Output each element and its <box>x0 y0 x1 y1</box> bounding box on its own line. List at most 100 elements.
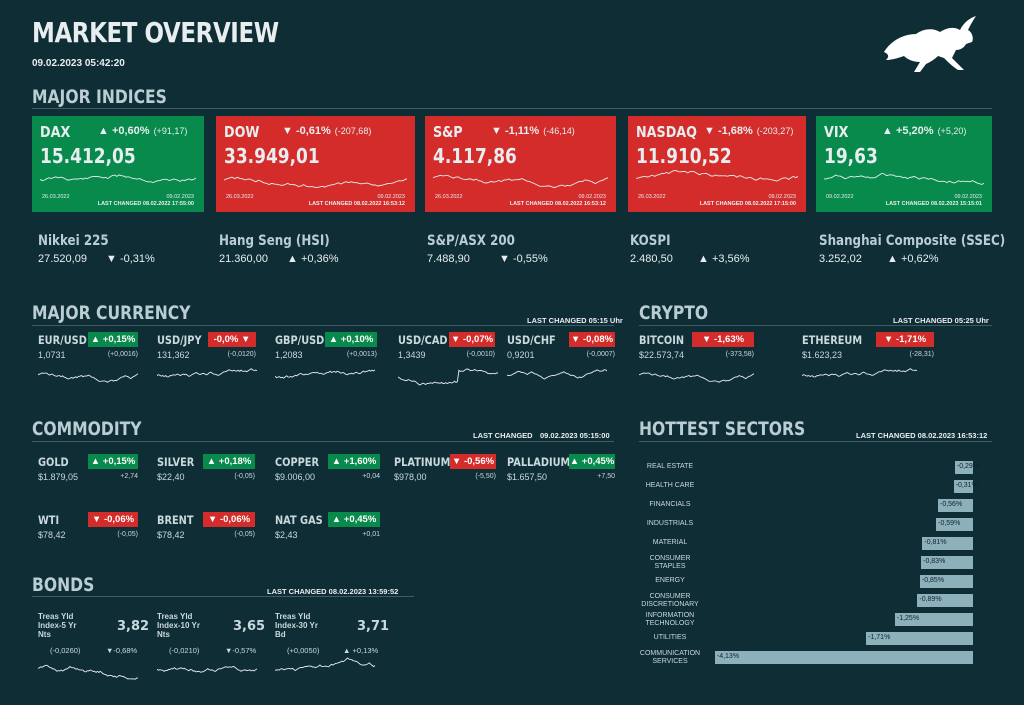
index-card-dax[interactable]: DAX ▲ +0,60% (+91,17) 15.412,05 26.03.2022 09… <box>32 116 204 212</box>
commodity-change-abs: +2,74 <box>120 473 138 480</box>
sparkline <box>157 666 257 673</box>
asian-index-name: Shanghai Composite (SSEC) <box>819 233 1006 249</box>
section-title-crypto: CRYPTO <box>639 302 709 324</box>
sparkline <box>224 176 407 189</box>
currency-change-badge: ▲ +0,10% <box>325 332 377 347</box>
commodity-value: $2,43 <box>275 530 298 540</box>
sector-value-label: -4,13% <box>716 653 740 660</box>
bond-value: 3,71 <box>357 619 390 634</box>
commodity-value: $1.879,05 <box>38 472 79 482</box>
sparkline <box>802 368 917 378</box>
commodity-change-badge: ▲ +0,18% <box>203 454 255 469</box>
sparkline <box>636 170 798 182</box>
bonds-last-changed: LAST CHANGED 08.02.2023 13:59:52 <box>267 587 399 596</box>
asian-index-value: 21.360,00 <box>219 253 268 265</box>
asian-index-value: 7.488,90 <box>427 253 470 265</box>
sector-label-line1: HEALTH CARE <box>645 482 695 489</box>
index-change-abs: (+5,20) <box>937 126 967 136</box>
sector-label: REAL ESTATE <box>610 463 730 471</box>
sector-label-line1: INFORMATION <box>645 612 695 619</box>
crypto-last-changed: LAST CHANGED 05:25 Uhr <box>893 316 989 325</box>
index-last-changed: LAST CHANGED 08.02.2022 17:15:00 <box>699 201 796 207</box>
sector-label: MATERIAL <box>610 539 730 547</box>
commodity-change-abs: (-0,05) <box>117 531 138 538</box>
index-last-changed: LAST CHANGED 08.02.2023 15:15:01 <box>885 201 982 207</box>
index-change: ▲ +0,60% (+91,17) <box>98 125 187 137</box>
currency-last-changed: LAST CHANGED 05:15 Uhr <box>527 316 623 325</box>
asian-index-change: ▲ +3,56% <box>698 253 750 265</box>
index-last-changed: LAST CHANGED 08.02.2022 17:55:00 <box>97 201 194 207</box>
sector-label-line1: INDUSTRIALS <box>646 520 694 527</box>
index-card-vix[interactable]: VIX ▲ +5,20% (+5,20) 19,63 09.02.2022 09.02.2… <box>816 116 992 212</box>
index-card-dow[interactable]: DOW ▼ -0,61% (-207,68) 33.949,01 26.03.2022 0… <box>216 116 415 212</box>
page-title: MARKET OVERVIEW <box>32 16 279 49</box>
bond-name-line2: Index-10 Yr <box>157 621 200 630</box>
bond-name-line2: Index-5 Yr <box>38 621 77 630</box>
sparkline <box>275 657 375 672</box>
commodity-change-abs: +0,01 <box>362 531 380 538</box>
currency-change-badge: ▼ -0,07% <box>449 332 495 347</box>
commodity-value: $78,42 <box>38 530 66 540</box>
bull-logo-icon <box>884 16 976 72</box>
sparkline <box>398 368 498 386</box>
index-value: 15.412,05 <box>40 144 136 168</box>
bond-change-pct: ▼-0,68% <box>106 646 138 655</box>
currency-value: 1,3439 <box>398 350 426 360</box>
sector-label: CONSUMER DISCRETIONARY <box>610 593 730 609</box>
currency-change-abs: (-0,0007) <box>586 351 615 358</box>
index-name: DOW <box>224 123 260 141</box>
sector-label-line2: STAPLES <box>654 563 686 570</box>
asian-index-value: 27.520,09 <box>38 253 87 265</box>
section-title-sectors: HOTTEST SECTORS <box>639 418 806 440</box>
asian-index-change: ▼ -0,31% <box>106 253 155 265</box>
asian-index-name: Nikkei 225 <box>38 233 109 249</box>
commodity-change-badge: ▼ -0,06% <box>88 512 138 527</box>
index-card-nasdaq[interactable]: NASDAQ ▼ -1,68% (-203,27) 11.910,52 26.03.20… <box>628 116 806 212</box>
bond-change-abs: (+0,0050) <box>287 646 320 655</box>
section-title-bonds: BONDS <box>32 574 95 596</box>
commodity-last-changed: LAST CHANGED <box>473 431 533 440</box>
commodity-name: PLATINUM <box>394 455 451 469</box>
sector-label-line1: UTILITIES <box>653 634 687 641</box>
currency-change-badge: ▲ +0,15% <box>88 332 138 347</box>
chart-end-date: 09.02.2023 <box>166 194 194 200</box>
sector-bar <box>917 594 973 607</box>
index-card-sp[interactable]: S&P ▼ -1,11% (-46,14) 4.117,86 26.03.2022 09.… <box>425 116 616 212</box>
bond-change-pct: ▲ +0,13% <box>343 646 379 655</box>
index-value: 4.117,86 <box>433 144 517 168</box>
sparkline <box>507 369 607 380</box>
commodity-change-badge: ▼ -0,56% <box>450 454 496 469</box>
bond-name-line3: Nts <box>38 630 51 639</box>
index-last-changed: LAST CHANGED 08.02.2022 16:53:12 <box>509 201 606 207</box>
index-change-abs: (+91,17) <box>153 126 188 136</box>
sector-bar <box>921 556 973 569</box>
sector-label-line1: CONSUMER <box>649 555 691 562</box>
sector-bar <box>922 537 973 550</box>
sector-value-label: -0,29% <box>956 463 980 470</box>
chart-start-date: 26.03.2022 <box>42 194 70 200</box>
sparkline <box>824 172 984 185</box>
sector-value-label: -0,85% <box>921 577 945 584</box>
index-name: NASDAQ <box>636 123 698 141</box>
chart-end-date: 09.02.2023 <box>578 194 606 200</box>
sector-label: COMMUNICATION SERVICES <box>610 650 730 666</box>
currency-value: 0,9201 <box>507 350 535 360</box>
sector-bar <box>894 613 973 626</box>
commodity-value: $22,40 <box>157 472 185 482</box>
crypto-change-badge: ▼ -1,63% <box>692 332 754 347</box>
asian-index-name: Hang Seng (HSI) <box>219 233 330 249</box>
bond-change-pct: ▼-0,57% <box>225 646 257 655</box>
sector-label-line1: FINANCIALS <box>649 501 691 508</box>
commodity-change-abs: (-5,50) <box>475 473 496 480</box>
index-change-pct: ▲ +0,60% <box>98 125 150 137</box>
index-change-pct: ▼ -1,68% <box>704 125 753 137</box>
commodity-name: GOLD <box>38 455 69 469</box>
index-name: S&P <box>433 123 463 141</box>
index-change: ▼ -1,11% (-46,14) <box>491 125 575 137</box>
sector-label-line2: DISCRETIONARY <box>641 601 699 608</box>
index-value: 33.949,01 <box>224 144 320 168</box>
sector-bar <box>936 518 973 531</box>
commodity-value: $978,00 <box>394 472 427 482</box>
asian-index-name: S&P/ASX 200 <box>427 233 515 249</box>
sector-value-label: -0,83% <box>923 558 946 565</box>
